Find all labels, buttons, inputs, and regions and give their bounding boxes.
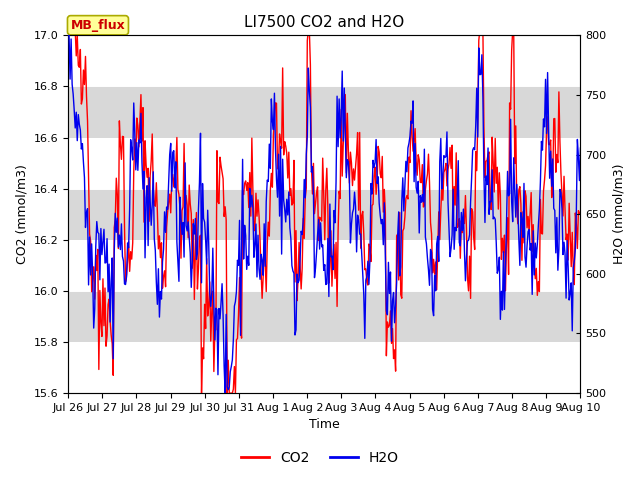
H2O — [485, 212, 493, 217]
Bar — [68, 138, 580, 189]
H2O — [577, 145, 584, 151]
Line: CO2: CO2 — [68, 30, 580, 393]
CO2 — [64, 27, 72, 33]
Y-axis label: H2O (mmol/m3): H2O (mmol/m3) — [612, 164, 625, 264]
Bar — [68, 342, 580, 393]
Legend: CO2, H2O: CO2, H2O — [236, 445, 404, 471]
H2O — [370, 165, 378, 170]
H2O — [221, 390, 229, 396]
CO2 — [370, 173, 378, 179]
CO2 — [577, 211, 584, 217]
H2O — [565, 297, 573, 303]
Text: MB_flux: MB_flux — [70, 19, 125, 32]
CO2 — [485, 149, 493, 155]
CO2 — [342, 170, 350, 176]
Y-axis label: CO2 (mmol/m3): CO2 (mmol/m3) — [15, 164, 28, 264]
H2O — [312, 265, 319, 271]
Line: H2O: H2O — [68, 36, 580, 393]
H2O — [308, 164, 316, 169]
H2O — [342, 175, 350, 180]
H2O — [64, 33, 72, 38]
CO2 — [565, 200, 573, 206]
X-axis label: Time: Time — [309, 419, 340, 432]
Bar — [68, 240, 580, 291]
CO2 — [312, 201, 319, 206]
CO2 — [308, 191, 316, 197]
CO2 — [198, 390, 205, 396]
Bar — [68, 36, 580, 86]
Title: LI7500 CO2 and H2O: LI7500 CO2 and H2O — [244, 15, 404, 30]
